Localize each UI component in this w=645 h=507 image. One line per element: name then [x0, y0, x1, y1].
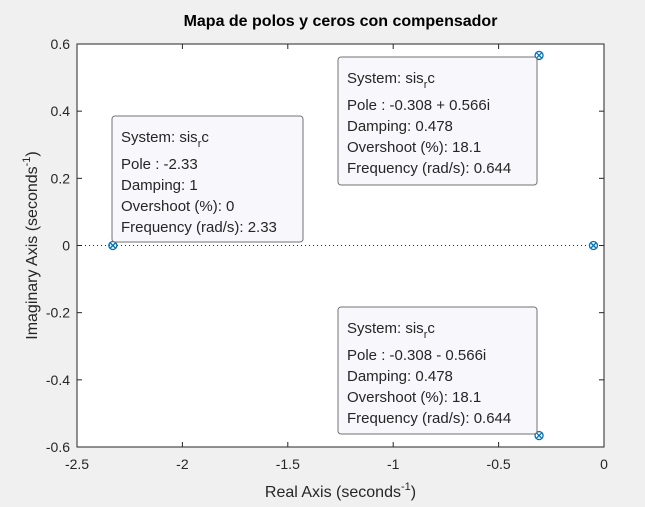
pole-zero-markers	[108, 50, 599, 441]
datatip[interactable]: System: sisrc Pole : -2.33 Damping: 1 Overs…	[111, 115, 304, 243]
datatip-line: Overshoot (%): 18.1	[347, 389, 481, 406]
datatip-box	[337, 56, 538, 186]
datatip-line: Frequency (rad/s): 2.33	[121, 219, 277, 236]
datatip-line: Pole : -0.308 + 0.566i	[347, 97, 490, 114]
y-axis-label: Imaginary Axis (seconds-1)	[21, 151, 41, 340]
datatip-line: Damping: 0.478	[347, 368, 453, 385]
zero-marker[interactable]	[588, 240, 599, 251]
datatip-line: Frequency (rad/s): 0.644	[347, 410, 511, 427]
pole-marker[interactable]	[590, 242, 597, 249]
x-tick-label: -1.5	[276, 456, 300, 472]
axis-tick-labels: -2.5 -2 -1.5 -1 -0.5 0 0.6 0.4 0.2 0 -0.2 -0.4 -0.6	[46, 36, 608, 472]
x-tick-label: 0	[600, 456, 608, 472]
datatip[interactable]: System: sisrc Pole : -0.308 - 0.566i Dampi…	[337, 306, 538, 435]
chart-title: Mapa de polos y ceros con compensador	[184, 13, 498, 30]
datatip-box	[111, 115, 304, 243]
y-tick-label: 0.4	[51, 103, 71, 119]
datatip-line: Pole : -2.33	[121, 156, 198, 173]
datatip-system: System: sisrc	[347, 320, 435, 341]
y-tick-label: -0.4	[46, 372, 70, 388]
pole-marker[interactable]	[535, 432, 543, 440]
pole-marker[interactable]	[109, 242, 117, 249]
y-tick-label: 0.6	[51, 36, 71, 52]
datatip-line: Frequency (rad/s): 0.644	[347, 160, 511, 177]
datatip[interactable]: System: sisrc Pole : -0.308 + 0.566i Dampi…	[337, 56, 538, 186]
zero-marker[interactable]	[534, 50, 544, 61]
datatip-line: Overshoot (%): 18.1	[347, 139, 481, 156]
x-axis-label: Real Axis (seconds-1)	[265, 481, 416, 501]
y-tick-label: -0.6	[46, 439, 70, 455]
plot-frame	[76, 43, 605, 448]
x-tick-label: -1	[387, 456, 400, 472]
y-tick-label: 0	[62, 238, 70, 254]
x-tick-label: -2	[176, 456, 189, 472]
datatip-system: System: sisrc	[347, 70, 435, 91]
x-tick-label: -0.5	[487, 456, 511, 472]
datatip-line: Damping: 0.478	[347, 118, 453, 135]
datatip-line: Overshoot (%): 0	[121, 198, 234, 215]
datatip-box	[337, 306, 538, 435]
datatip-line: Damping: 1	[121, 177, 198, 194]
datatip-line: Pole : -0.308 - 0.566i	[347, 347, 486, 364]
zero-marker[interactable]	[534, 430, 544, 441]
datatip-system: System: sisrc	[121, 129, 209, 150]
data-tips: System: sisrc Pole : -2.33 Damping: 1 Overs…	[111, 56, 538, 435]
x-tick-label: -2.5	[65, 456, 89, 472]
y-tick-label: 0.2	[51, 170, 71, 186]
pole-marker[interactable]	[535, 51, 543, 59]
y-tick-label: -0.2	[46, 305, 70, 321]
